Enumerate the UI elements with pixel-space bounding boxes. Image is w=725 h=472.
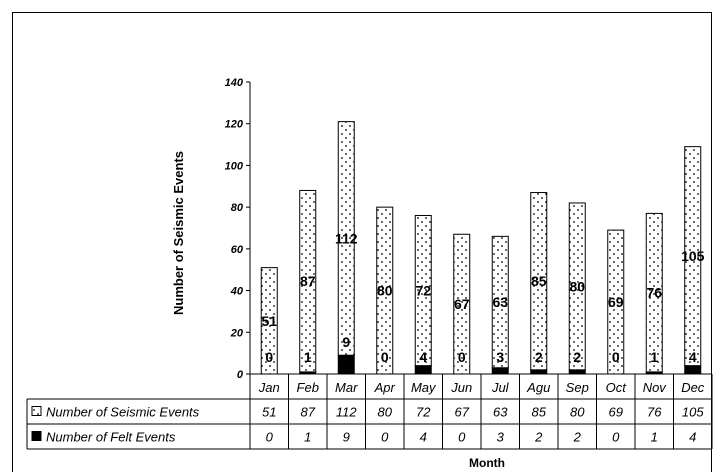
data-label-felt: 1 xyxy=(304,349,312,365)
data-label-felt: 0 xyxy=(458,349,466,365)
table-cell: 9 xyxy=(343,430,350,445)
data-label-felt: 0 xyxy=(381,349,389,365)
y-tick-label: 140 xyxy=(225,77,244,89)
data-label-seismic: 76 xyxy=(646,285,662,301)
data-label-seismic: 105 xyxy=(681,248,705,264)
table-cell: 105 xyxy=(682,405,704,420)
table-cell: 67 xyxy=(455,405,470,420)
bar-seismic-dec xyxy=(684,146,702,367)
x-tick-label: Mar xyxy=(335,380,358,395)
y-tick-label: 100 xyxy=(225,160,244,172)
data-label-seismic: 80 xyxy=(377,283,393,299)
x-tick-label: Sep xyxy=(566,380,589,395)
legend-label: Number of Felt Events xyxy=(46,430,176,445)
bar-seismic-sep xyxy=(568,202,586,371)
x-tick-label: Apr xyxy=(374,380,396,395)
table-cell: 76 xyxy=(647,405,662,420)
y-axis-label: Number of Seismic Events xyxy=(171,151,186,315)
bar-felt-dec xyxy=(684,365,702,375)
data-label-felt: 1 xyxy=(650,349,658,365)
data-label-felt: 0 xyxy=(265,349,273,365)
table-cell: 0 xyxy=(381,430,389,445)
data-label-seismic: 85 xyxy=(531,273,547,289)
table-cell: 0 xyxy=(266,430,274,445)
x-tick-label: Feb xyxy=(297,380,319,395)
bar-seismic-may xyxy=(414,214,432,367)
bar-seismic-jul xyxy=(491,235,509,369)
table-cell: 72 xyxy=(416,405,431,420)
table-cell: 1 xyxy=(651,430,658,445)
table-cell: 87 xyxy=(301,405,316,420)
data-label-seismic: 63 xyxy=(492,294,508,310)
data-label-seismic: 67 xyxy=(454,296,470,312)
table-cell: 51 xyxy=(262,405,276,420)
table-cell: 4 xyxy=(689,430,696,445)
bars: 51 0 87 1 112 9 80 0 72 4 67 0 63 3 85 2 80 2 69 0 76 1 105 4 xyxy=(260,121,705,375)
y-tick-label: 40 xyxy=(230,286,244,298)
data-label-felt: 2 xyxy=(573,349,581,365)
data-label-felt: 2 xyxy=(535,349,543,365)
table-cell: 3 xyxy=(497,430,505,445)
y-tick-label: 20 xyxy=(230,327,244,339)
x-axis-label: Month xyxy=(469,456,505,470)
data-label-seismic: 87 xyxy=(300,273,316,289)
bar-seismic-nov xyxy=(645,212,663,373)
y-tick-label: 120 xyxy=(225,119,244,131)
legend-key-seismic xyxy=(31,406,42,416)
table-cell: 80 xyxy=(378,405,393,420)
legend-label: Number of Seismic Events xyxy=(46,405,200,420)
x-tick-label: Jan xyxy=(258,380,280,395)
bar-seismic-agu xyxy=(530,192,548,371)
bar-seismic-mar xyxy=(337,121,355,356)
table-cell: 80 xyxy=(570,405,585,420)
x-tick-label: Jul xyxy=(491,380,510,395)
data-label-seismic: 80 xyxy=(569,278,585,294)
data-label-seismic: 51 xyxy=(261,313,277,329)
bar-felt-mar xyxy=(337,354,355,375)
data-label-felt: 9 xyxy=(342,334,350,350)
bar-felt-agu xyxy=(530,369,548,375)
data-label-felt: 4 xyxy=(419,349,427,365)
y-tick-label: 60 xyxy=(231,244,244,256)
table-cell: 0 xyxy=(458,430,466,445)
y-tick-label: 0 xyxy=(237,369,244,381)
data-label-seismic: 72 xyxy=(415,283,431,299)
table-cell: 69 xyxy=(609,405,623,420)
table-cell: 2 xyxy=(573,430,582,445)
table-cell: 85 xyxy=(532,405,547,420)
table-cell: 2 xyxy=(534,430,543,445)
y-tick-label: 80 xyxy=(231,202,244,214)
bar-felt-jul xyxy=(491,367,509,375)
bar-felt-sep xyxy=(568,369,586,375)
axes: 0 20 40 60 80 100 120 140 xyxy=(225,77,251,381)
x-tick-label: Jun xyxy=(450,380,472,395)
data-table: Jan Feb Mar Apr May Jun Jul Agu Sep Oct Nov Dec Numb… xyxy=(26,373,713,450)
table-cell: 1 xyxy=(304,430,311,445)
x-tick-label: Dec xyxy=(681,380,705,395)
legend-key-felt xyxy=(31,431,42,441)
table-cell: 112 xyxy=(336,405,357,420)
x-tick-label: Nov xyxy=(643,380,668,395)
bar-felt-may xyxy=(414,365,432,375)
data-label-felt: 0 xyxy=(612,349,620,365)
data-label-seismic: 69 xyxy=(608,294,624,310)
x-tick-label: May xyxy=(411,380,437,395)
data-label-seismic: 112 xyxy=(335,230,358,246)
x-tick-label: Oct xyxy=(606,380,628,395)
table-cell: 63 xyxy=(493,405,508,420)
table-cell: 4 xyxy=(420,430,427,445)
chart-frame xyxy=(12,12,712,472)
x-tick-label: Agu xyxy=(526,380,550,395)
bar-seismic-feb xyxy=(299,189,317,373)
data-label-felt: 4 xyxy=(689,349,697,365)
table-cell: 0 xyxy=(612,430,620,445)
data-label-felt: 3 xyxy=(496,349,504,365)
